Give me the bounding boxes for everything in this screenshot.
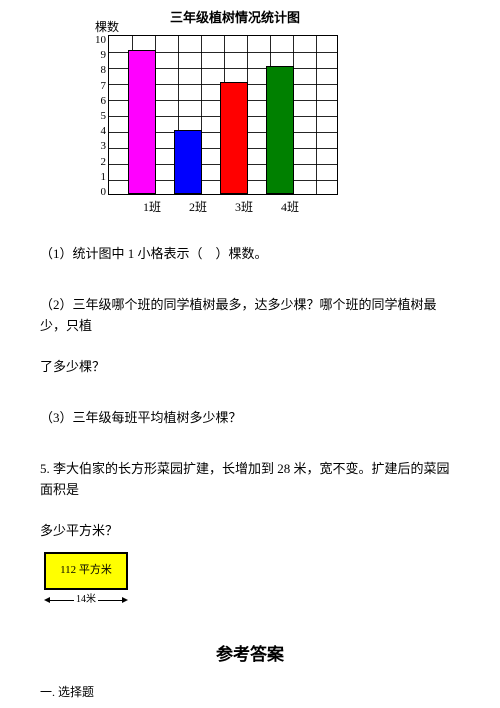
y-tick: 9 [95, 50, 106, 61]
chart-container: 三年级植树情况统计图 棵数 109876543210 1班2班3班4班 [95, 7, 460, 214]
width-marker: 14米 [44, 592, 128, 608]
rectangle-box: 112 平方米 [44, 552, 128, 590]
y-tick: 6 [95, 96, 106, 107]
width-label: 14米 [74, 592, 98, 608]
y-tick: 7 [95, 81, 106, 92]
y-axis-label: 棵数 [95, 18, 336, 35]
bar-3班 [220, 82, 248, 194]
x-labels: 1班2班3班4班 [108, 198, 338, 214]
y-tick: 4 [95, 126, 106, 137]
chart-wrap: 棵数 109876543210 1班2班3班4班 [95, 30, 460, 214]
area-label: 112 平方米 [60, 562, 112, 580]
y-tick: 2 [95, 157, 106, 168]
bar-4班 [266, 66, 294, 194]
x-label: 2班 [175, 198, 221, 215]
question-1: （1）统计图中 1 小格表示（ ）棵数。 [40, 244, 460, 265]
y-tick: 10 [95, 35, 106, 46]
y-tick: 5 [95, 111, 106, 122]
grid-line-v [316, 36, 317, 194]
question-5: 5. 李大伯家的长方形菜园扩建，长增加到 28 米，宽不变。扩建后的菜园面积是 … [40, 459, 460, 542]
bar-1班 [128, 50, 156, 194]
question-2: （2）三年级哪个班的同学植树最多，达多少棵？哪个班的同学植树最少，只植 了多少棵… [40, 295, 460, 378]
x-label: 4班 [267, 198, 313, 215]
questions: （1）统计图中 1 小格表示（ ）棵数。 （2）三年级哪个班的同学植树最多，达多… [40, 244, 460, 608]
y-tick: 8 [95, 65, 106, 76]
y-axis: 棵数 109876543210 1班2班3班4班 [95, 30, 338, 214]
question-3: （3）三年级每班平均植树多少棵？ [40, 408, 460, 429]
x-label: 1班 [129, 198, 175, 215]
rectangle-diagram: 112 平方米 14米 [44, 552, 460, 608]
y-tick: 1 [95, 172, 106, 183]
question-2-line1: （2）三年级哪个班的同学植树最多，达多少棵？哪个班的同学植树最少，只植 [40, 297, 437, 333]
y-tick: 3 [95, 141, 106, 152]
plot-area [108, 35, 338, 195]
y-ticks: 109876543210 [95, 35, 106, 198]
question-2-line2: 了多少棵？ [40, 359, 105, 374]
section-1: 一. 选择题 [40, 683, 460, 700]
question-5-line2: 多少平方米？ [40, 523, 118, 538]
question-5-line1: 5. 李大伯家的长方形菜园扩建，长增加到 28 米，宽不变。扩建后的菜园面积是 [40, 461, 450, 497]
x-label: 3班 [221, 198, 267, 215]
answer-title: 参考答案 [40, 640, 460, 665]
y-tick: 0 [95, 187, 106, 198]
bar-2班 [174, 130, 202, 194]
